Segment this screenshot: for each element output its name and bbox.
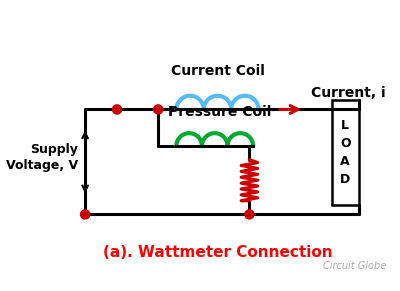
Circle shape (245, 210, 254, 219)
Text: Supply
Voltage, V: Supply Voltage, V (6, 143, 78, 172)
Circle shape (112, 105, 122, 114)
Text: Current Coil: Current Coil (170, 64, 264, 78)
Bar (332, 100, 359, 205)
Text: Pressure Coil: Pressure Coil (168, 104, 271, 118)
Circle shape (154, 105, 163, 114)
Circle shape (80, 210, 90, 219)
Text: L
O
A
D: L O A D (340, 119, 350, 186)
Text: Circuit Globe: Circuit Globe (323, 261, 386, 271)
Text: Current, i: Current, i (312, 86, 386, 100)
Text: (a). Wattmeter Connection: (a). Wattmeter Connection (103, 245, 332, 260)
